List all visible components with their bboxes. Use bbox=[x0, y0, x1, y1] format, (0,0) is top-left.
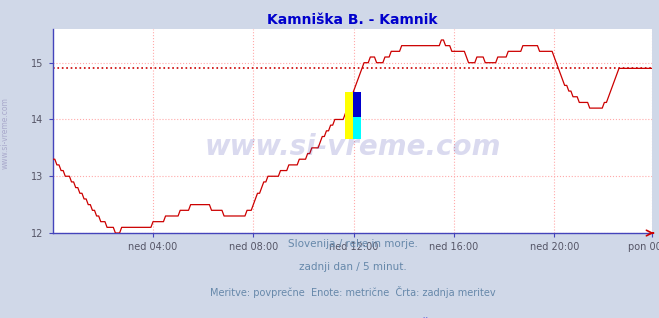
Text: Meritve: povprečne  Enote: metrične  Črta: zadnja meritev: Meritve: povprečne Enote: metrične Črta:… bbox=[210, 286, 496, 298]
Text: www.si-vreme.com: www.si-vreme.com bbox=[204, 133, 501, 161]
Bar bbox=[345, 93, 353, 139]
Bar bbox=[353, 93, 361, 117]
Text: zadnji dan / 5 minut.: zadnji dan / 5 minut. bbox=[299, 262, 407, 272]
Title: Kamniška B. - Kamnik: Kamniška B. - Kamnik bbox=[268, 13, 438, 27]
Bar bbox=[353, 117, 361, 139]
Text: www.si-vreme.com: www.si-vreme.com bbox=[1, 98, 10, 169]
Text: Slovenija / reke in morje.: Slovenija / reke in morje. bbox=[287, 238, 418, 249]
